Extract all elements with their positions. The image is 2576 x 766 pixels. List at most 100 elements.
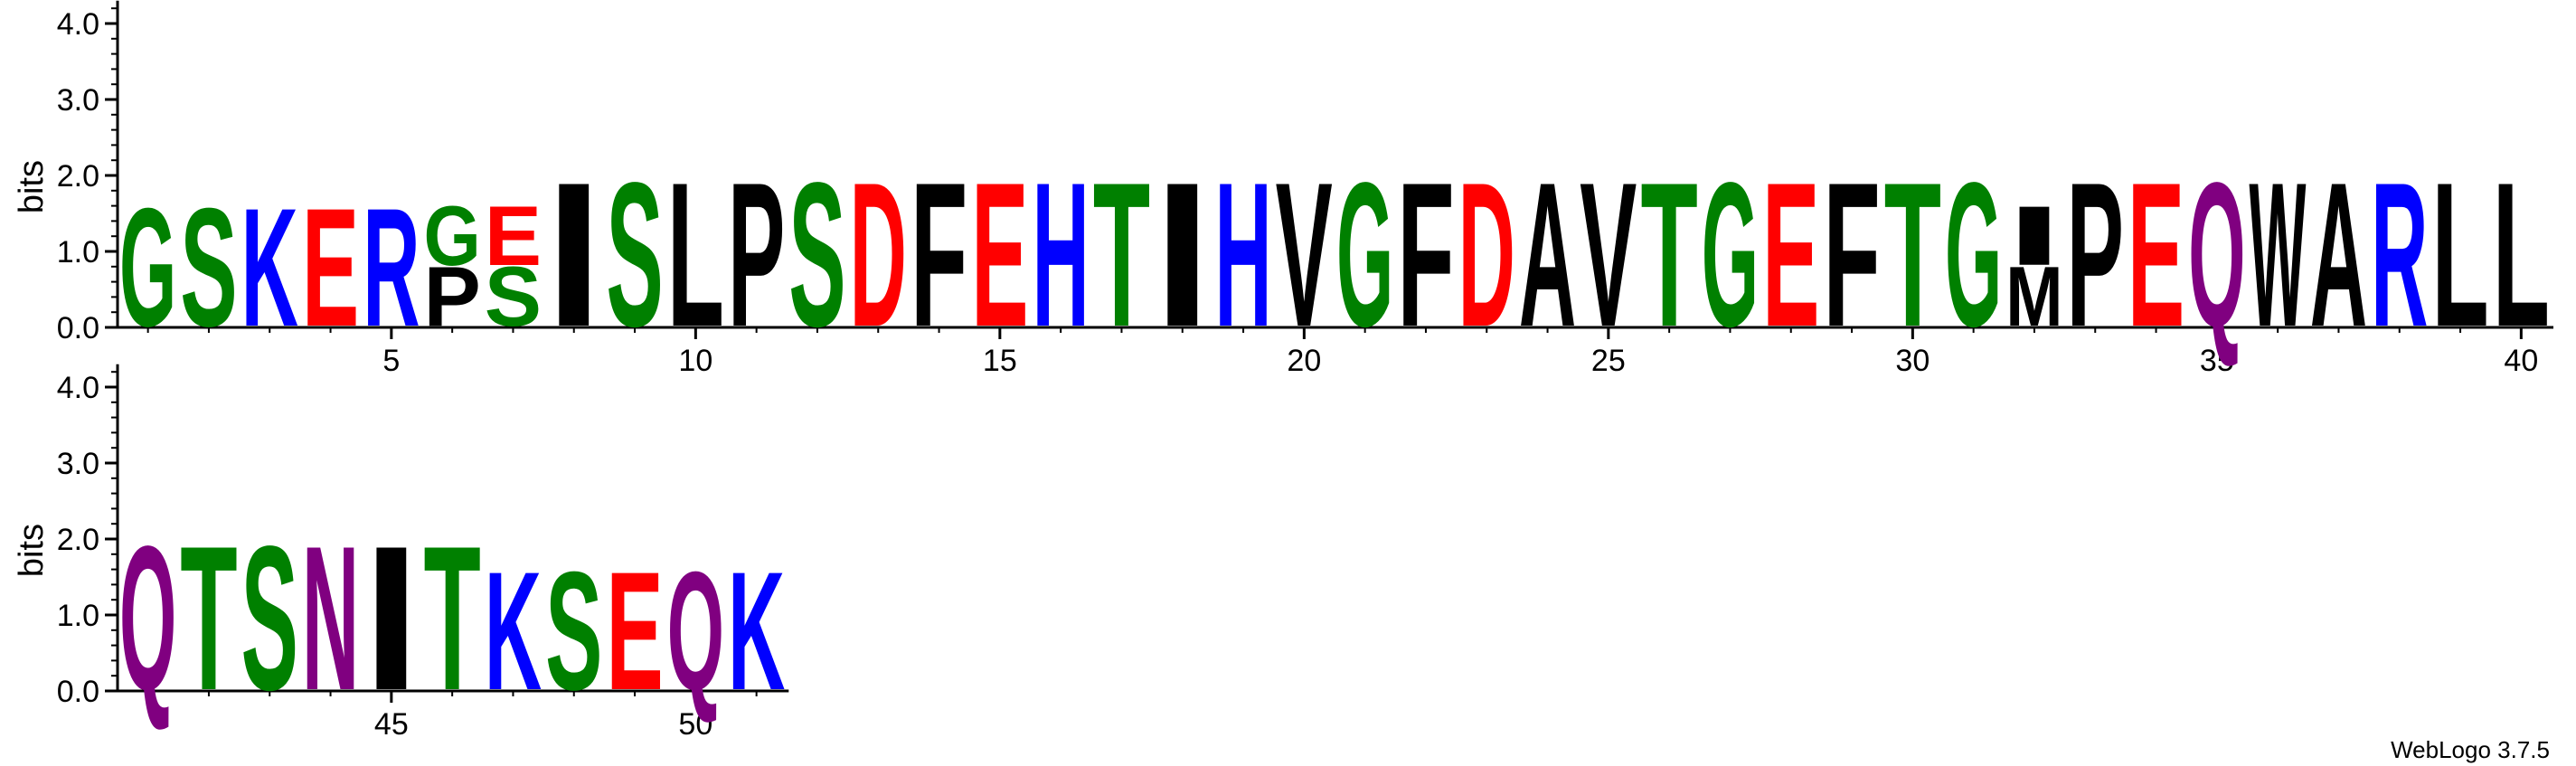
y-tick-label: 4.0 bbox=[57, 7, 99, 42]
position-37-stack: A bbox=[2310, 139, 2367, 370]
position-12-stack: S bbox=[788, 139, 845, 370]
logo-letter-S: S bbox=[788, 139, 845, 370]
logo-letter-N: N bbox=[302, 503, 359, 733]
logo-letter-T: T bbox=[424, 504, 481, 733]
position-50-stack: Q bbox=[667, 536, 724, 725]
position-26-stack: T bbox=[1641, 140, 1698, 370]
logo-letter-T: T bbox=[1641, 140, 1698, 370]
position-22-stack: F bbox=[1397, 140, 1454, 370]
position-47-stack: K bbox=[485, 536, 542, 725]
logo-letter-K: K bbox=[485, 536, 542, 725]
logo-letter-I: I bbox=[1154, 140, 1211, 370]
logo-letter-F: F bbox=[1397, 140, 1454, 370]
position-43-stack: S bbox=[241, 503, 298, 733]
position-38-stack: R bbox=[2371, 139, 2428, 370]
position-18-stack: I bbox=[1154, 140, 1211, 370]
position-1-stack: G bbox=[119, 173, 176, 362]
logo-letter-P: P bbox=[2067, 139, 2124, 370]
logo-letter-R: R bbox=[363, 173, 420, 362]
logo-letter-A: A bbox=[1519, 139, 1576, 370]
logo-letter-S: S bbox=[180, 174, 237, 362]
logo-letter-I: I bbox=[2005, 188, 2062, 283]
position-41-stack: Q bbox=[119, 504, 176, 733]
position-10-stack: L bbox=[667, 140, 724, 370]
logo-letter-T: T bbox=[1093, 140, 1150, 370]
position-46-stack: T bbox=[424, 504, 481, 733]
position-19-stack: H bbox=[1214, 139, 1271, 370]
logo-letter-Q: Q bbox=[2188, 140, 2245, 370]
logo-letter-E: E bbox=[606, 537, 663, 725]
y-tick-label: 3.0 bbox=[57, 447, 99, 481]
logo-letter-S: S bbox=[545, 537, 602, 725]
logo-letter-L: L bbox=[667, 140, 724, 370]
logo-letter-R: R bbox=[2371, 139, 2428, 370]
y-tick-label: 3.0 bbox=[57, 83, 99, 118]
weblogo-credit: WebLogo 3.7.5 bbox=[2391, 736, 2550, 763]
logo-letter-S: S bbox=[241, 503, 298, 733]
position-2-stack: S bbox=[180, 174, 237, 362]
logo-letter-V: V bbox=[1276, 139, 1333, 370]
position-21-stack: G bbox=[1336, 140, 1393, 370]
logo-letter-G: G bbox=[119, 173, 176, 362]
logo-letter-T: T bbox=[1884, 140, 1941, 370]
position-20-stack: V bbox=[1276, 139, 1333, 370]
logo-letter-G: G bbox=[1945, 140, 2002, 370]
logo-letter-K: K bbox=[728, 536, 785, 725]
position-3-stack: K bbox=[241, 173, 298, 362]
logo-letter-V: V bbox=[1580, 139, 1637, 370]
logo-letter-K: K bbox=[241, 173, 298, 362]
logo-letter-E: E bbox=[2128, 139, 2184, 370]
position-24-stack: A bbox=[1519, 139, 1576, 370]
logo-letter-E: E bbox=[1762, 139, 1819, 370]
position-7-stack: SE bbox=[485, 189, 542, 344]
y-axis-title: bits bbox=[13, 160, 51, 213]
y-tick-label: 2.0 bbox=[57, 159, 99, 194]
position-35-stack: Q bbox=[2188, 140, 2245, 370]
x-tick-label: 15 bbox=[983, 344, 1017, 378]
logo-letter-D: D bbox=[850, 139, 907, 370]
logo-letter-S: S bbox=[606, 139, 663, 370]
position-5-stack: R bbox=[363, 173, 420, 362]
position-9-stack: S bbox=[606, 139, 663, 370]
position-16-stack: H bbox=[1033, 139, 1090, 370]
position-27-stack: G bbox=[1702, 140, 1759, 370]
x-tick-label: 50 bbox=[678, 707, 712, 742]
logo-letter-G: G bbox=[1336, 140, 1393, 370]
position-8-stack: I bbox=[545, 140, 602, 370]
position-34-stack: E bbox=[2128, 139, 2184, 370]
position-15-stack: E bbox=[971, 139, 1028, 370]
y-tick-label: 0.0 bbox=[57, 311, 99, 345]
logo-letter-I: I bbox=[363, 504, 420, 733]
position-40-stack: L bbox=[2493, 140, 2550, 370]
position-44-stack: N bbox=[302, 503, 359, 733]
logo-letter-Q: Q bbox=[667, 536, 724, 725]
logo-letter-E: E bbox=[485, 189, 542, 283]
position-45-stack: I bbox=[363, 504, 420, 733]
logo-letter-L: L bbox=[2493, 140, 2550, 370]
logo-letter-F: F bbox=[1823, 140, 1880, 370]
position-17-stack: T bbox=[1093, 140, 1150, 370]
position-48-stack: S bbox=[545, 537, 602, 725]
logo-letter-T: T bbox=[180, 504, 237, 733]
logo-letter-G: G bbox=[424, 189, 481, 283]
position-14-stack: F bbox=[911, 140, 967, 370]
position-36-stack: W bbox=[2250, 139, 2307, 370]
position-29-stack: F bbox=[1823, 140, 1880, 370]
position-39-stack: L bbox=[2431, 140, 2488, 370]
y-tick-label: 1.0 bbox=[57, 599, 99, 633]
logo-letter-P: P bbox=[424, 250, 481, 344]
position-11-stack: P bbox=[728, 139, 785, 370]
logo-letter-H: H bbox=[1033, 139, 1090, 370]
logo-letter-P: P bbox=[728, 139, 785, 370]
x-tick-label: 40 bbox=[2504, 344, 2538, 378]
position-4-stack: E bbox=[302, 174, 359, 362]
logo-letter-F: F bbox=[911, 140, 967, 370]
x-tick-label: 5 bbox=[382, 344, 400, 378]
x-tick-label: 45 bbox=[374, 707, 409, 742]
y-tick-label: 2.0 bbox=[57, 523, 99, 557]
logo-letter-Q: Q bbox=[119, 504, 176, 733]
position-6-stack: PG bbox=[424, 189, 481, 344]
